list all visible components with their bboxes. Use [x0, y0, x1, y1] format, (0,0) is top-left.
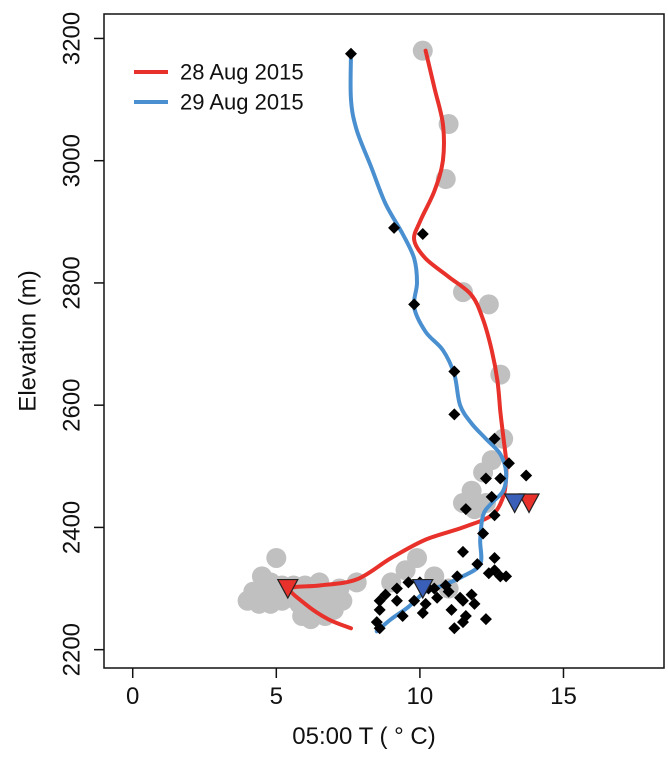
- black-point-13: [488, 509, 501, 522]
- grey-point-45: [332, 590, 353, 611]
- series-line-1: [348, 51, 509, 634]
- black-point-46: [373, 622, 386, 635]
- black-point-40: [373, 603, 386, 616]
- grey-point-44: [292, 606, 313, 627]
- black-point-2: [416, 228, 429, 241]
- black-point-43: [445, 603, 458, 616]
- y-tick-label-0: 2200: [59, 623, 86, 676]
- black-point-17: [471, 558, 484, 571]
- black-point-11: [485, 490, 498, 503]
- y-tick-label-4: 3000: [59, 134, 86, 187]
- black-point-42: [416, 606, 429, 619]
- black-point-3: [408, 298, 421, 311]
- x-tick-label-0: 0: [126, 683, 139, 710]
- black-point-19: [482, 567, 495, 580]
- plot-frame: [103, 13, 665, 669]
- black-point-15: [456, 545, 469, 558]
- black-point-34: [419, 597, 432, 610]
- markers-layer: [276, 47, 541, 635]
- blue-triangle-0: [411, 578, 434, 600]
- grey-point-18: [266, 547, 287, 568]
- y-tick-label-5: 3200: [59, 12, 86, 65]
- black-point-14: [477, 527, 490, 540]
- blue-triangle-1: [503, 493, 526, 514]
- x-tick-label-1: 5: [270, 683, 283, 710]
- y-tick-label-1: 2400: [59, 501, 86, 554]
- grey-point-3: [452, 282, 473, 303]
- black-point-29: [390, 582, 403, 595]
- points-layer: [237, 40, 514, 630]
- black-point-38: [456, 594, 469, 607]
- axes-layer: 0 5 10 15 2200 2400 2600 2800 3000 3200: [59, 12, 577, 710]
- legend-label-1: 29 Aug 2015: [180, 90, 304, 115]
- black-point-48: [479, 613, 492, 626]
- black-point-0: [344, 47, 357, 60]
- legend-label-0: 28 Aug 2015: [180, 60, 304, 85]
- grey-point-0: [412, 40, 433, 61]
- black-point-4: [448, 365, 461, 378]
- black-point-33: [408, 594, 421, 607]
- black-point-31: [373, 594, 386, 607]
- red-triangle-0: [276, 578, 299, 600]
- black-point-6: [488, 432, 501, 445]
- lines-layer: [288, 48, 509, 634]
- series-line-0: [288, 48, 509, 631]
- black-point-16: [488, 551, 501, 564]
- black-point-8: [479, 472, 492, 485]
- black-point-49: [448, 622, 461, 635]
- black-point-37: [465, 588, 478, 601]
- black-point-7: [494, 472, 507, 485]
- red-triangle-1: [518, 493, 541, 514]
- black-point-9: [502, 457, 515, 470]
- black-point-10: [520, 469, 533, 482]
- y-axis-title: Elevation (m): [15, 270, 42, 411]
- x-axis-title: 05:00 T ( ° C): [292, 723, 435, 750]
- x-tick-label-3: 15: [550, 683, 577, 710]
- black-point-35: [431, 591, 444, 604]
- black-point-1: [388, 221, 401, 234]
- legend: 28 Aug 2015 29 Aug 2015: [134, 60, 304, 115]
- black-point-21: [500, 570, 513, 583]
- grey-point-14: [395, 560, 416, 581]
- black-point-41: [396, 610, 409, 623]
- black-point-5: [448, 408, 461, 421]
- black-point-32: [390, 594, 403, 607]
- black-point-24: [442, 585, 455, 598]
- grey-point-4: [478, 294, 499, 315]
- x-tick-label-2: 10: [407, 683, 434, 710]
- black-point-47: [456, 616, 469, 629]
- y-tick-label-3: 2800: [59, 256, 86, 309]
- black-point-22: [451, 570, 464, 583]
- black-point-12: [459, 503, 472, 516]
- black-point-28: [402, 576, 415, 589]
- y-tick-label-2: 2600: [59, 378, 86, 431]
- black-point-39: [468, 597, 481, 610]
